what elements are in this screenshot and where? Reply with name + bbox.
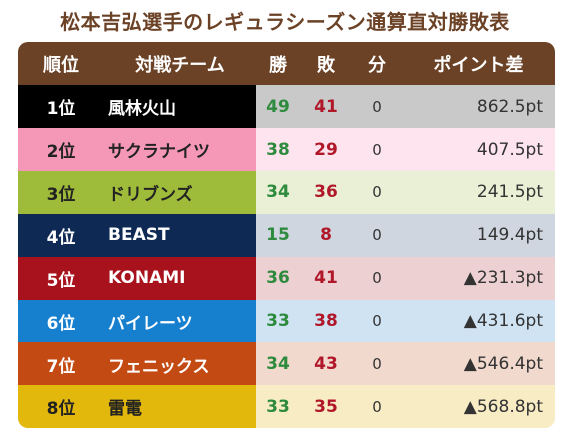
team-color-band [18,127,256,172]
row-background [256,170,555,215]
table-row: 5位 KONAMI 36 41 0 ▲231.3pt [18,256,555,300]
draw-count: 0 [372,269,382,288]
rank-cell: 3位 [46,184,76,205]
row-background [256,256,555,300]
team-color-band [18,170,256,215]
point-diff: 862.5pt [476,96,543,117]
row-background [256,299,555,343]
loss-count: 35 [314,396,338,417]
rank-cell: 4位 [46,227,76,248]
team-color-band [18,213,256,258]
header-loss: 敗 [317,54,335,76]
point-diff: ▲568.8pt [463,396,543,417]
draw-count: 0 [372,140,382,159]
win-count: 34 [266,182,290,203]
table-row: 1位 風林火山 49 41 0 862.5pt [18,85,555,129]
win-count: 36 [266,268,290,289]
rank-cell: 8位 [46,399,76,420]
loss-count: 29 [314,139,338,160]
row-background [256,127,555,172]
row-background [256,385,555,428]
team-name-cell: サクラナイツ [108,142,210,163]
draw-count: 0 [372,312,382,331]
header-points: ポイント差 [433,54,524,76]
loss-count: 38 [314,311,338,332]
row-background [256,213,555,258]
table-row: 4位 BEAST 15 8 0 149.4pt [18,213,555,258]
loss-count: 41 [314,268,338,289]
team-color-band [18,385,256,428]
loss-count: 41 [314,96,338,117]
win-count: 33 [266,396,290,417]
win-count: 38 [266,139,290,160]
draw-count: 0 [372,397,382,416]
rank-cell: 2位 [46,142,76,163]
loss-count: 36 [314,182,338,203]
row-background [256,85,555,129]
win-count: 34 [266,354,290,375]
team-name-cell: フェニックス [108,356,210,377]
team-name-cell: KONAMI [108,268,186,289]
point-diff: ▲431.6pt [463,311,543,332]
rank-cell: 6位 [46,313,76,334]
team-color-band [18,299,256,343]
row-background [256,342,555,386]
table-row: 6位 パイレーツ 33 38 0 ▲431.6pt [18,299,555,343]
point-diff: 407.5pt [476,139,543,160]
table-row: 2位 サクラナイツ 38 29 0 407.5pt [18,127,555,172]
team-color-band [18,85,256,129]
header-rank: 順位 [43,54,79,76]
draw-count: 0 [372,226,382,245]
point-diff: 149.4pt [476,225,543,246]
table-header: 順位 対戦チーム 勝 敗 分 ポイント差 [18,42,555,85]
team-name-cell: 雷電 [108,399,142,420]
header-win: 勝 [269,54,287,76]
team-color-band [18,256,256,300]
rank-cell: 1位 [46,99,76,120]
loss-count: 43 [314,354,338,375]
win-count: 15 [266,225,290,246]
team-name-cell: BEAST [108,225,170,246]
point-diff: ▲546.4pt [463,354,543,375]
draw-count: 0 [372,97,382,116]
rank-cell: 7位 [46,356,76,377]
point-diff: ▲231.3pt [463,268,543,289]
results-table: 順位 対戦チーム 勝 敗 分 ポイント差 1位 風林火山 49 41 0 862.5pt 2… [18,42,555,428]
team-name-cell: ドリブンズ [108,184,193,205]
loss-count: 8 [320,225,332,246]
rank-cell: 5位 [46,270,76,291]
header-draw: 分 [368,54,386,76]
team-color-band [18,342,256,386]
win-count: 49 [266,96,290,117]
page-title: 松本吉弘選手のレギュラシーズン通算直対勝敗表 [60,10,510,34]
header-team: 対戦チーム [135,54,225,76]
win-count: 33 [266,311,290,332]
table-row: 7位 フェニックス 34 43 0 ▲546.4pt [18,342,555,386]
table-row: 3位 ドリブンズ 34 36 0 241.5pt [18,170,555,215]
draw-count: 0 [372,183,382,202]
team-name-cell: パイレーツ [108,313,193,334]
point-diff: 241.5pt [476,182,543,203]
team-name-cell: 風林火山 [108,99,176,120]
draw-count: 0 [372,355,382,374]
table-row: 8位 雷電 33 35 0 ▲568.8pt [18,385,555,428]
